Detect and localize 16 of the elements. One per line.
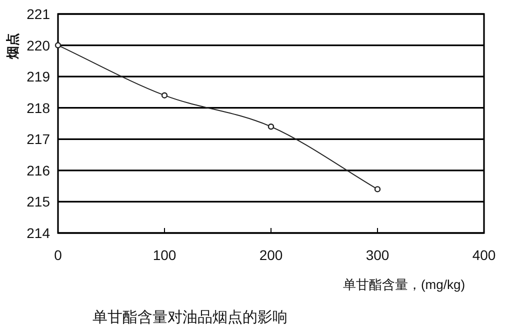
x-tick-label: 200 (259, 247, 283, 263)
y-tick-label: 214 (26, 225, 50, 241)
x-tick-label: 0 (54, 247, 62, 263)
y-axis-title: 烟点 (5, 33, 20, 60)
y-tick-label: 217 (26, 131, 50, 148)
x-axis-title: 单甘酯含量，(mg/kg) (342, 277, 466, 292)
y-tick-label: 221 (26, 6, 50, 22)
x-tick-label: 100 (152, 247, 176, 263)
y-tick-label: 215 (26, 194, 50, 210)
y-tick-label: 216 (26, 162, 50, 178)
y-tick-label: 218 (26, 100, 50, 116)
y-tick-label: 219 (26, 68, 50, 85)
y-tick-label: 220 (26, 37, 50, 54)
x-tick-label: 300 (366, 247, 390, 263)
text: 单甘酯含量对油品烟点的影响 (92, 308, 288, 326)
x-tick-label: 400 (472, 247, 496, 263)
